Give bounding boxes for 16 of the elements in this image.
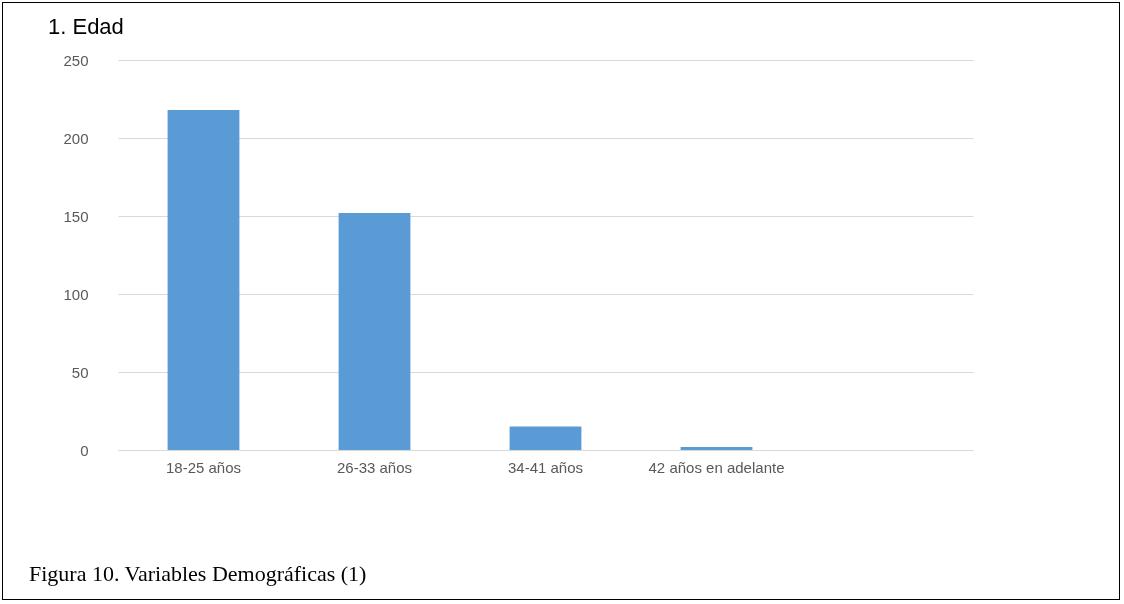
y-tick-label: 50	[71, 363, 89, 381]
y-tick-label: 100	[63, 285, 89, 303]
y-tick-label: 0	[80, 441, 89, 459]
chart-title: 1. Edad	[48, 14, 124, 39]
y-tick-label: 150	[63, 207, 89, 225]
bar	[680, 446, 753, 450]
x-tick-label: 34-41 años	[507, 458, 584, 476]
bar	[509, 426, 582, 450]
y-tick-label: 250	[63, 51, 89, 69]
x-tick-label: 18-25 años	[165, 458, 242, 476]
y-tick-label: 200	[63, 129, 89, 147]
x-tick-label: 42 años en adelante	[648, 458, 785, 476]
x-tick-label: 26-33 años	[336, 458, 413, 476]
bar	[167, 109, 240, 450]
text: Figura 10. Variables Demográficas (1)	[29, 561, 367, 587]
bar	[338, 212, 411, 450]
